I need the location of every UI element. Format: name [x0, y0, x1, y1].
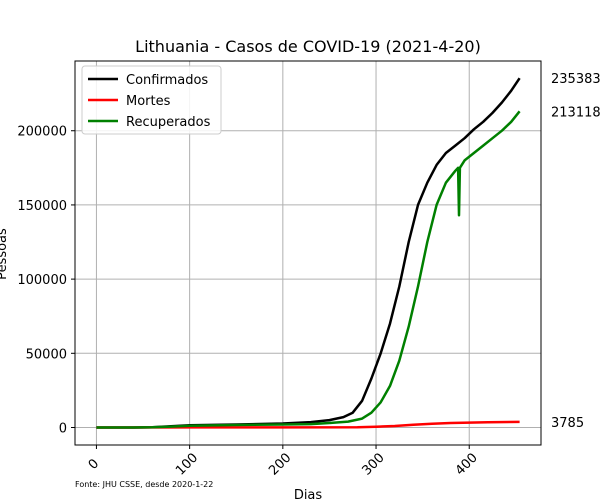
y-tick-label: 50000 — [26, 347, 67, 362]
source-note: Fonte: JHU CSSE, desde 2020-1-22 — [75, 480, 213, 489]
series-line-mortes — [96, 420, 520, 429]
legend-label-recuperados: Recuperados — [126, 115, 211, 130]
x-axis-label: Dias — [294, 488, 323, 500]
y-tick-label: 0 — [59, 421, 67, 436]
end-label-recuperados: 213118 — [551, 105, 600, 120]
chart-title: Lithuania - Casos de COVID-19 (2021-4-20… — [135, 37, 481, 56]
legend: Confirmados Mortes Recuperados — [81, 65, 222, 135]
legend-label-mortes: Mortes — [126, 94, 171, 109]
y-tick-label: 100000 — [17, 273, 67, 288]
legend-box — [81, 65, 222, 135]
end-label-confirmados: 235383 — [551, 72, 600, 87]
plot-frame — [74, 60, 542, 446]
series-lines — [96, 77, 521, 429]
end-value-labels: 235383 3785 213118 — [551, 72, 600, 431]
y-axis-label: Pessoas — [0, 228, 10, 280]
end-label-mortes: 3785 — [551, 416, 584, 431]
legend-label-confirmados: Confirmados — [126, 73, 208, 88]
y-tick-label: 200000 — [17, 125, 67, 140]
series-line-recuperados — [96, 110, 521, 429]
y-tick-label: 150000 — [17, 199, 67, 214]
